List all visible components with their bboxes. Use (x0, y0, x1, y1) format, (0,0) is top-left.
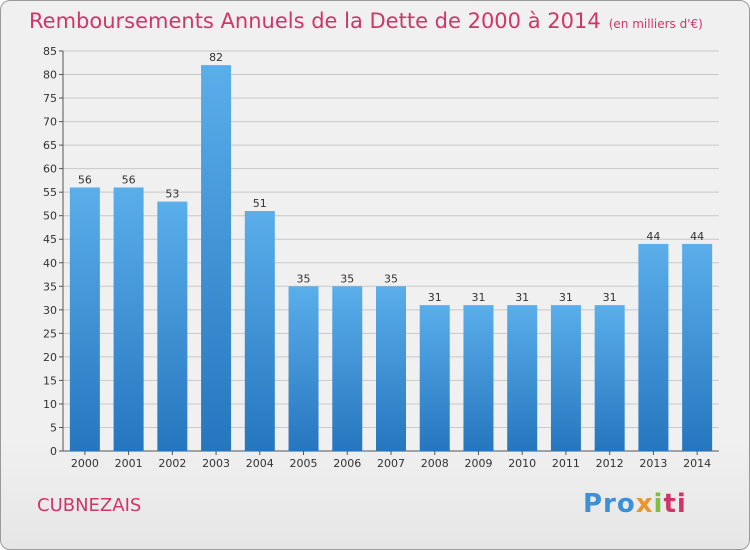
y-tick-label: 25 (43, 327, 57, 340)
value-label-2014: 44 (690, 230, 704, 243)
value-label-2008: 31 (428, 291, 442, 304)
x-tick-label-2001: 2001 (115, 457, 143, 470)
y-tick-label: 20 (43, 351, 57, 364)
bar-2009 (463, 305, 494, 451)
value-label-2003: 82 (209, 51, 223, 64)
y-tick-label: 85 (43, 45, 57, 58)
x-tick-label-2010: 2010 (508, 457, 536, 470)
x-tick-label-2011: 2011 (552, 457, 580, 470)
value-label-2009: 31 (471, 291, 485, 304)
logo-part-2: x (635, 489, 654, 519)
y-tick-label: 30 (43, 304, 57, 317)
value-label-2002: 53 (165, 188, 179, 201)
x-tick-label-2009: 2009 (464, 457, 492, 470)
bar-2000 (69, 187, 100, 451)
value-label-2012: 31 (603, 291, 617, 304)
bar-2013 (638, 243, 669, 451)
x-tick-label-2000: 2000 (71, 457, 99, 470)
x-tick-label-2006: 2006 (333, 457, 361, 470)
x-tick-label-2002: 2002 (158, 457, 186, 470)
value-label-2001: 56 (122, 173, 136, 186)
y-tick-label: 10 (43, 398, 57, 411)
logo-part-1: Pro (583, 489, 636, 519)
y-tick-label: 5 (50, 421, 57, 434)
chart-subtitle: (en milliers d'€) (608, 17, 703, 31)
bar-2002 (157, 201, 188, 451)
bar-2001 (113, 187, 144, 451)
x-tick-label-2008: 2008 (421, 457, 449, 470)
x-tick-label-2004: 2004 (246, 457, 274, 470)
y-tick-label: 35 (43, 280, 57, 293)
logo-part-4: ti (663, 489, 687, 519)
x-tick-label-2005: 2005 (290, 457, 318, 470)
value-label-2013: 44 (646, 230, 660, 243)
bar-2012 (594, 305, 625, 451)
bar-chart: 0 5 10 15 20 25 30 35 40 45 50 55 60 65 70 75 80 85 56 2000… (43, 45, 719, 470)
bar-2010 (507, 305, 538, 451)
bar-2005 (288, 286, 319, 451)
x-tick-label-2007: 2007 (377, 457, 405, 470)
y-tick-label: 50 (43, 210, 57, 223)
y-tick-label: 40 (43, 257, 57, 270)
value-label-2000: 56 (78, 173, 92, 186)
y-tick-label: 0 (50, 445, 57, 458)
value-label-2010: 31 (515, 291, 529, 304)
y-tick-label: 60 (43, 163, 57, 176)
x-tick-label-2014: 2014 (683, 457, 711, 470)
x-tick-label-2012: 2012 (596, 457, 624, 470)
chart-title-text: Remboursements Annuels de la Dette de 20… (29, 9, 601, 33)
value-label-2006: 35 (340, 272, 354, 285)
proxiti-logo: Proxiti (583, 489, 687, 519)
y-tick-label: 80 (43, 69, 57, 82)
bar-2004 (244, 211, 275, 451)
y-tick-label: 65 (43, 139, 57, 152)
value-label-2011: 31 (559, 291, 573, 304)
y-tick-label: 75 (43, 92, 57, 105)
x-tick-label-2013: 2013 (639, 457, 667, 470)
commune-name: CUBNEZAIS (37, 495, 142, 516)
y-tick-label: 15 (43, 374, 57, 387)
value-label-2004: 51 (253, 197, 267, 210)
value-label-2005: 35 (297, 272, 311, 285)
bar-2014 (682, 243, 713, 451)
x-tick-label-2003: 2003 (202, 457, 230, 470)
bar-2008 (419, 305, 450, 451)
y-tick-label: 70 (43, 116, 57, 129)
bar-2003 (201, 65, 232, 451)
bar-2011 (550, 305, 581, 451)
value-label-2007: 35 (384, 272, 398, 285)
logo-part-3: i (653, 489, 664, 519)
y-tick-label: 55 (43, 186, 57, 199)
y-tick-label: 45 (43, 233, 57, 246)
bar-2007 (376, 286, 406, 451)
chart-title: Remboursements Annuels de la Dette de 20… (29, 9, 703, 33)
bar-2006 (332, 286, 363, 451)
